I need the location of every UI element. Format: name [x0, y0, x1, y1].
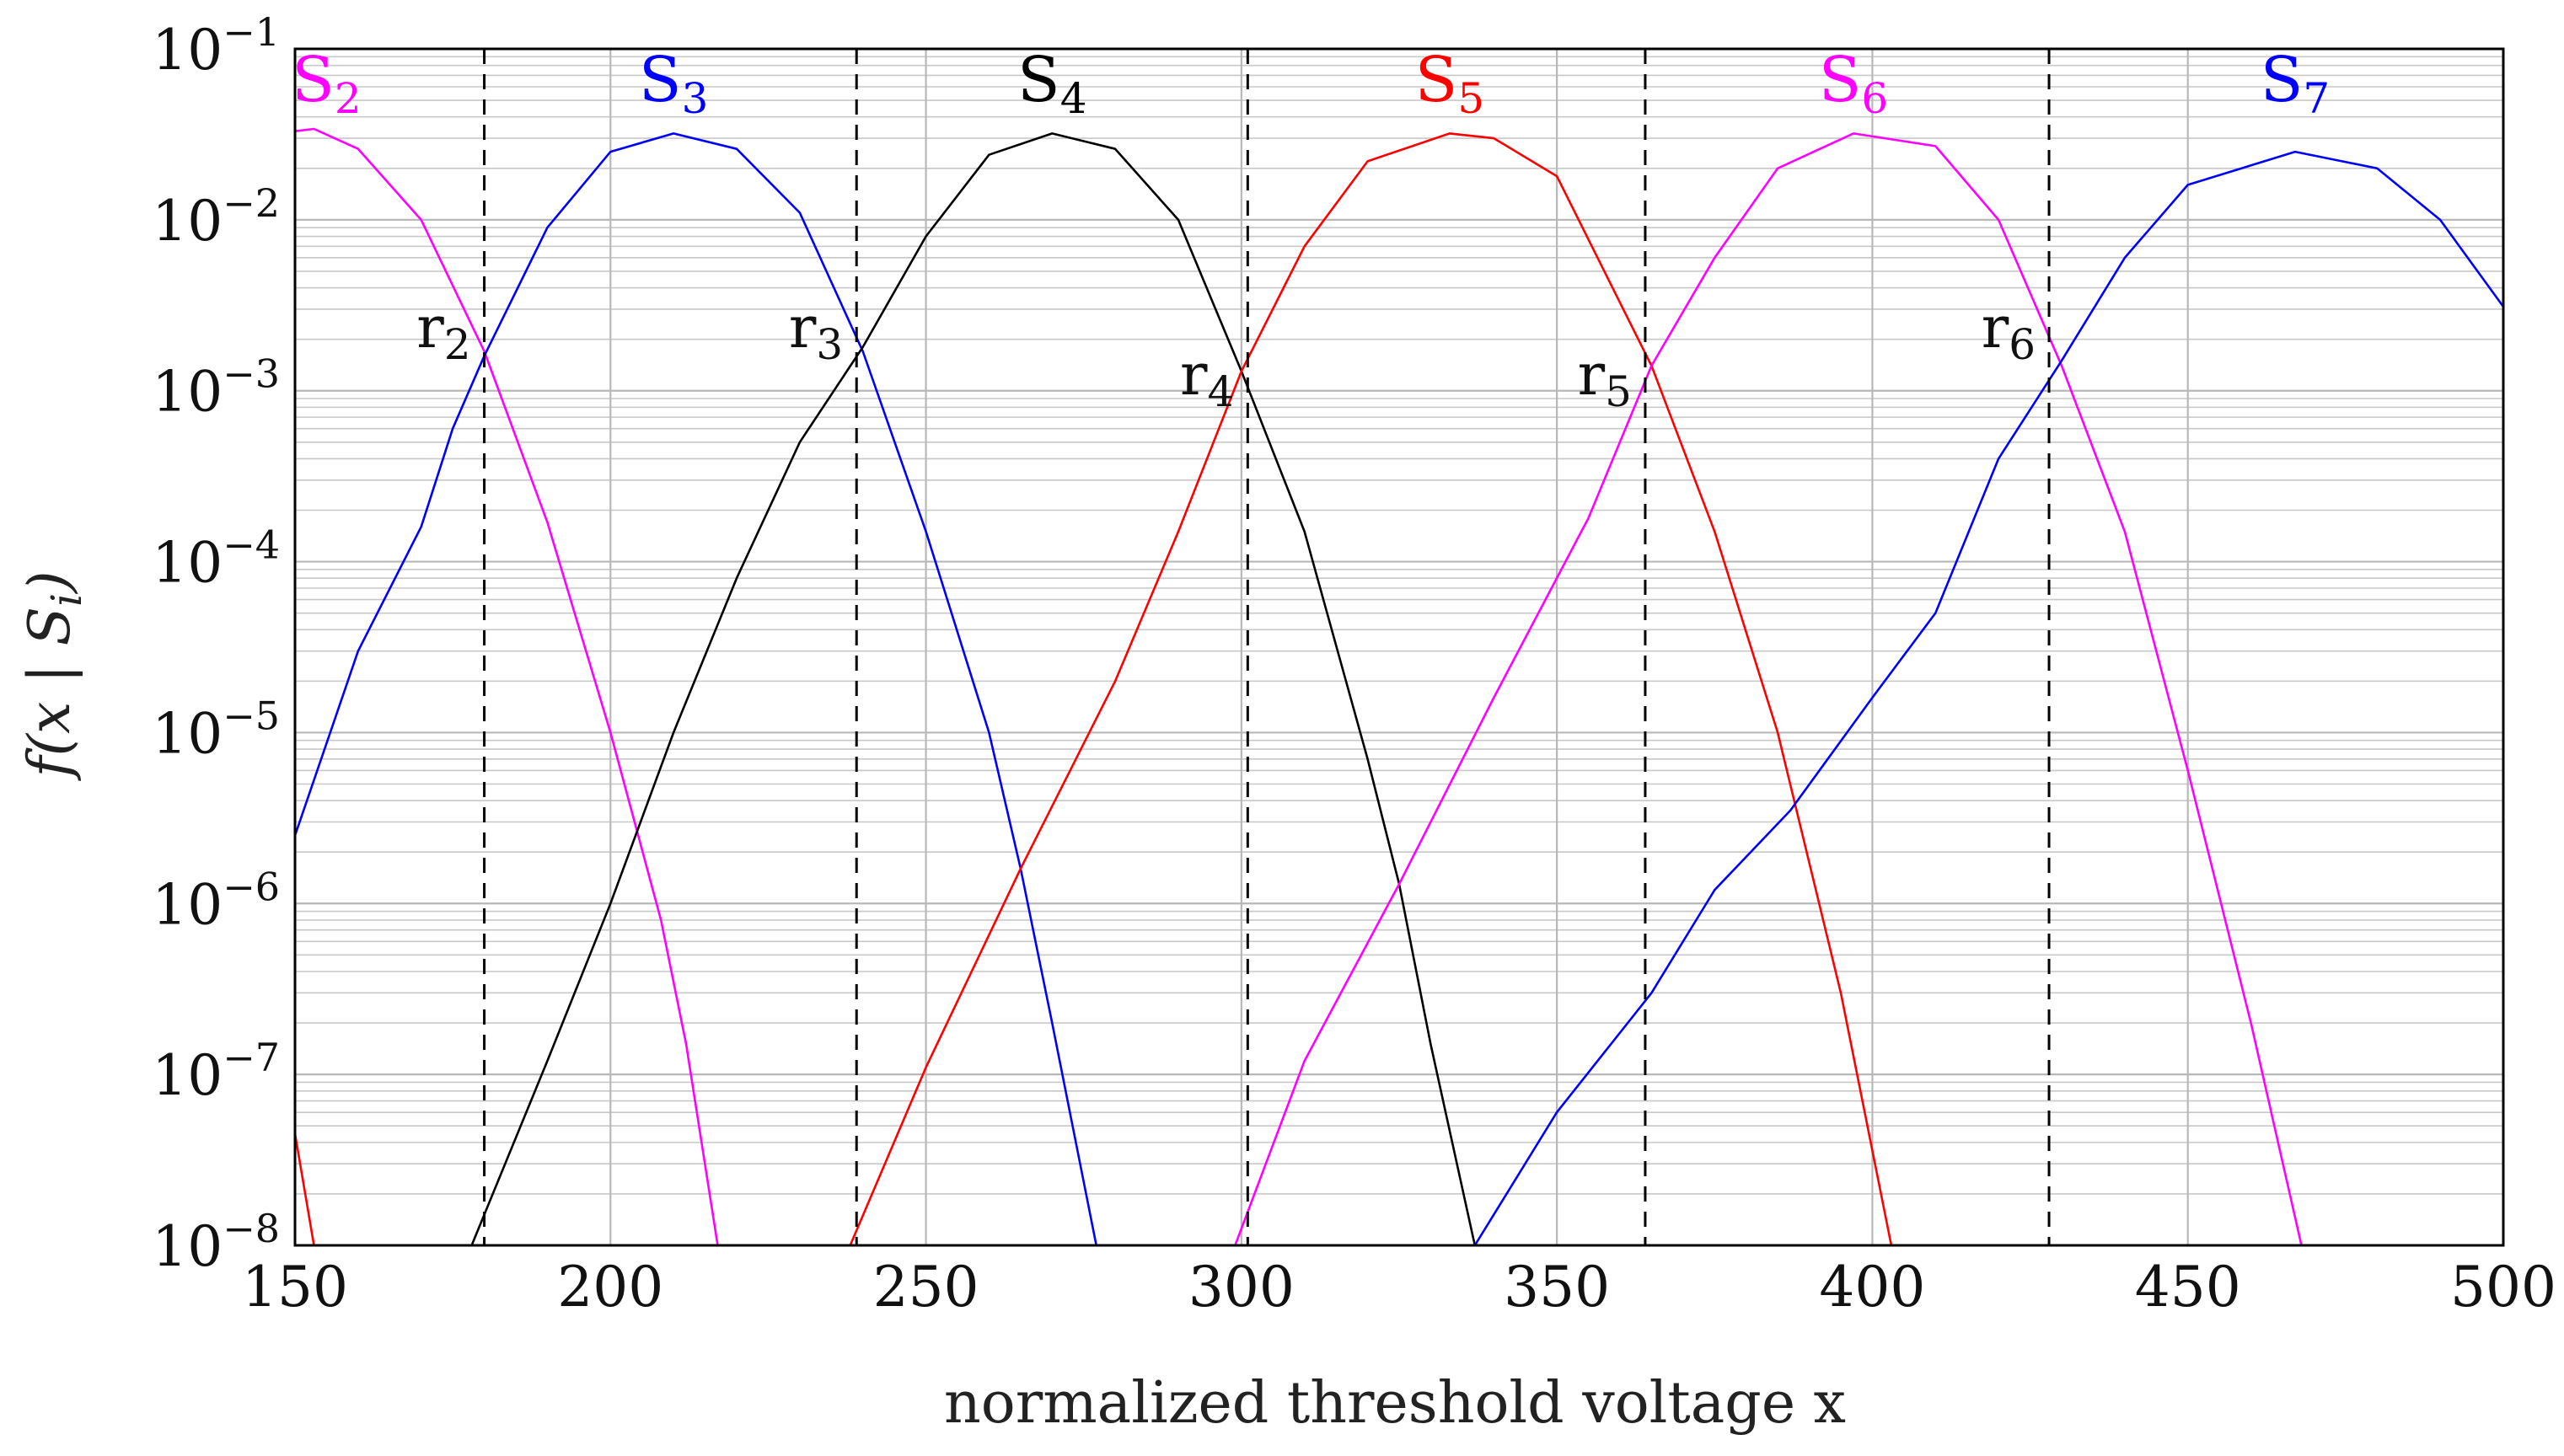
y-tick-label: 10−8 — [152, 1206, 280, 1279]
y-tick-label: 10−1 — [152, 9, 280, 83]
threshold-label-r4: r4 — [1180, 342, 1234, 416]
x-tick-label: 200 — [557, 1255, 663, 1320]
y-axis-title: f(x | Si) — [17, 570, 91, 781]
y-tick-label: 10−2 — [152, 180, 280, 254]
threshold-label-r2: r2 — [416, 295, 470, 369]
x-tick-label: 300 — [1188, 1255, 1295, 1320]
x-tick-label: 450 — [2135, 1255, 2241, 1320]
threshold-layer — [483, 49, 2051, 1245]
series-line-s4 — [470, 132, 1477, 1246]
y-tick-label: 10−4 — [152, 522, 280, 596]
y-tick-label: 10−6 — [152, 864, 280, 937]
series-label-s4: S4 — [1017, 44, 1087, 123]
y-tick-label: 10−5 — [152, 693, 280, 766]
x-axis-title-text: normalized threshold voltage x — [944, 1370, 1846, 1437]
series-label-s5: S5 — [1415, 44, 1485, 123]
y-axis-title-text: f(x | Si) — [17, 570, 91, 781]
grid-layer — [293, 49, 2505, 1247]
threshold-label-r5: r5 — [1578, 342, 1632, 416]
x-tick-label: 250 — [873, 1255, 979, 1320]
series-label-s3: S3 — [639, 44, 709, 123]
plot-frame — [293, 47, 2505, 1247]
series-line-s5 — [293, 132, 1893, 1247]
series-label-s2: S2 — [292, 44, 362, 123]
x-tick-label: 500 — [2450, 1255, 2556, 1320]
series-label-s6: S6 — [1819, 44, 1889, 123]
tick-layer: 150 200 250 300 350 400 450 500 10−1 10−2 10−3 10−4… — [152, 9, 2556, 1320]
series-line-s2 — [294, 127, 719, 1246]
series-line-s7 — [1473, 150, 2505, 1246]
series-line-s6 — [1234, 132, 2303, 1246]
threshold-label-r3: r3 — [789, 295, 843, 369]
x-axis-title: normalized threshold voltage x — [944, 1370, 1846, 1437]
y-tick-label: 10−7 — [152, 1035, 280, 1108]
x-tick-label: 350 — [1504, 1255, 1610, 1320]
x-tick-label: 150 — [242, 1255, 348, 1320]
y-tick-label: 10−3 — [152, 351, 280, 425]
series-label-s7: S7 — [2261, 44, 2331, 123]
threshold-label-r6: r6 — [1982, 295, 2036, 369]
x-tick-label: 400 — [1819, 1255, 1925, 1320]
label-layer: S2 S3 S4 S5 S6 S7 r2 r3 r4 r5 r6 — [292, 44, 2330, 416]
series-line-s3 — [293, 132, 1097, 1246]
series-layer — [293, 127, 2505, 1247]
